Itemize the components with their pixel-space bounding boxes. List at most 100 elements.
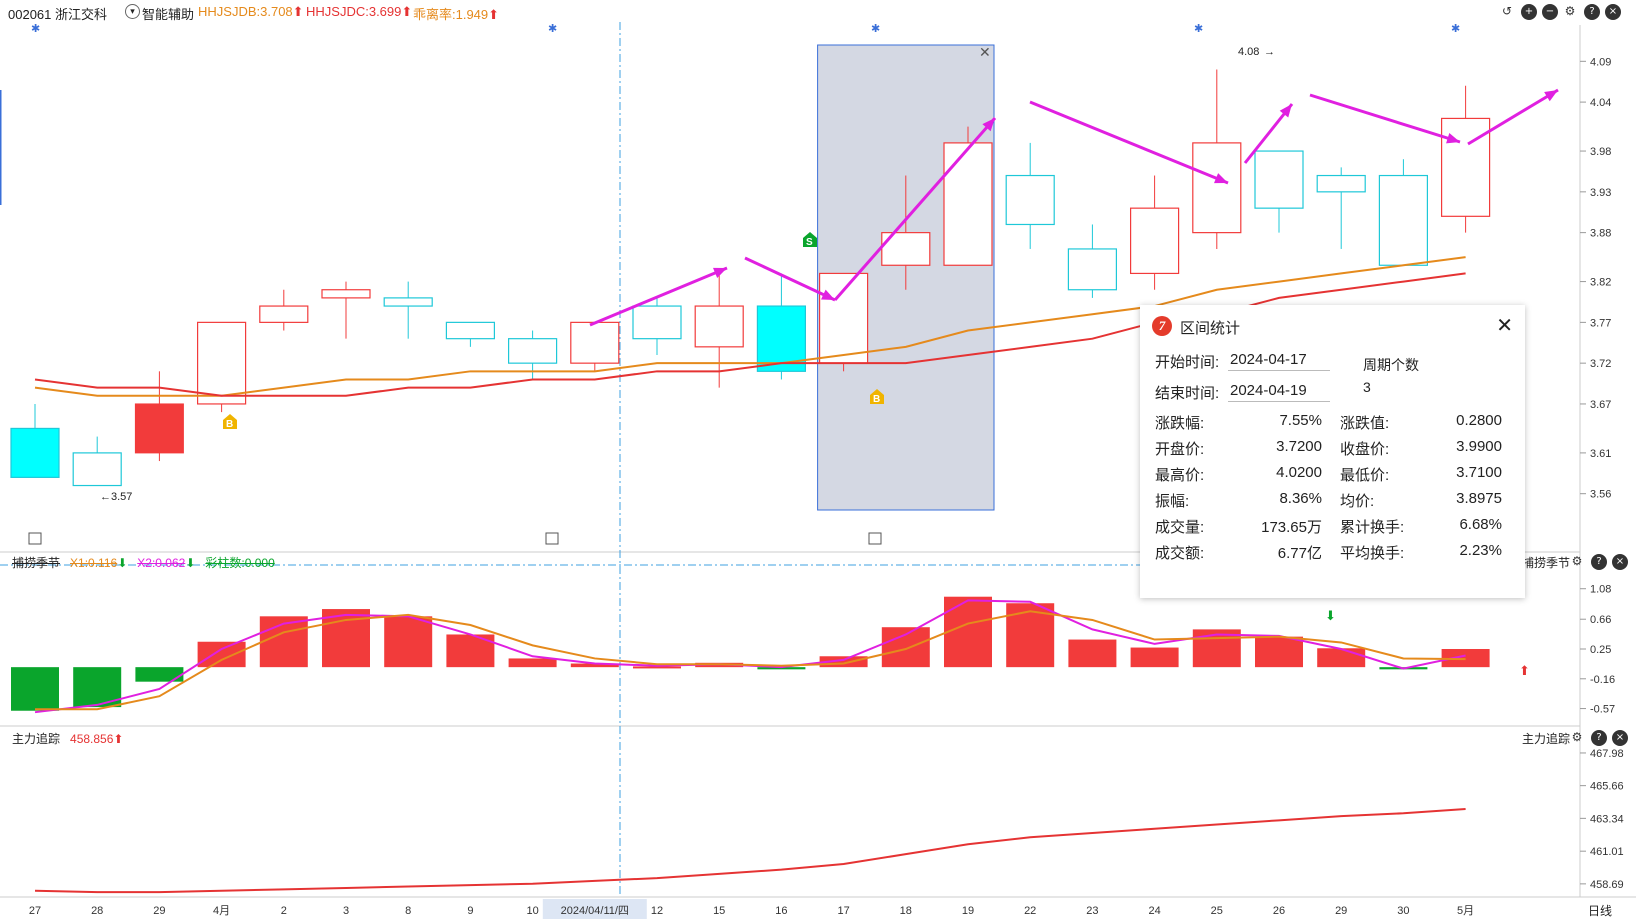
candle-body	[694, 305, 744, 348]
stat-label: 平均换手:	[1340, 545, 1405, 562]
end-time-field[interactable]: 2024-04-19	[1228, 381, 1330, 402]
macd-close-icon[interactable]: ×	[1612, 554, 1628, 570]
trend-arrow-line	[1309, 93, 1461, 144]
sell-marker-shape	[803, 232, 817, 247]
indicator-hhjsjdc: HHJSJDC:3.699⬆	[306, 4, 413, 19]
trend-gear-icon[interactable]: ⚙	[1571, 730, 1583, 744]
trend-panel-title: 主力追踪 458.856⬆	[12, 732, 124, 746]
date-label: 25	[1211, 905, 1223, 917]
low-arrow-icon: ←	[100, 491, 111, 503]
stat-label: 最低价:	[1340, 467, 1390, 484]
stat-label: 最高价:	[1155, 467, 1205, 484]
macd-bar	[881, 627, 930, 668]
stat-value: 6.77亿	[1277, 545, 1322, 562]
up-arrow-icon: ⬆	[401, 4, 413, 19]
macd-bar	[11, 667, 59, 711]
macd-gear-icon[interactable]: ⚙	[1571, 554, 1583, 568]
trend-arrow-head	[713, 267, 727, 278]
stat-value: 3.7100	[1456, 464, 1502, 481]
macd-help-icon[interactable]: ?	[1591, 554, 1607, 570]
stat-value: 3.9900	[1456, 438, 1502, 455]
assist-dropdown-icon[interactable]: ▾	[125, 4, 140, 19]
candle-body	[1440, 117, 1491, 217]
macd-bar	[1255, 636, 1303, 668]
assist-label[interactable]: 智能辅助	[142, 7, 195, 22]
candle-body	[1129, 207, 1180, 275]
stat-value: 6.68%	[1459, 516, 1502, 533]
stat-label: 振幅:	[1155, 493, 1190, 510]
stat-value: 4.0200	[1276, 464, 1322, 481]
close-icon[interactable]: ×	[1605, 4, 1621, 20]
stat-label: 累计换手:	[1340, 519, 1405, 536]
zoom-out-icon[interactable]: −	[1542, 4, 1558, 20]
price-tick-label: 3.56	[1590, 489, 1611, 501]
top-star-marker: ✱	[31, 23, 40, 35]
trend-arrow-head	[821, 289, 835, 300]
stat-value: 0.2800	[1456, 412, 1502, 429]
high-arrow-icon: →	[1264, 46, 1275, 58]
up-arrow-icon: ⬆	[488, 7, 500, 22]
indicator-bias: 乖离率:1.949⬆	[413, 7, 500, 22]
candle-body	[1316, 174, 1366, 193]
candle-body	[1192, 142, 1242, 234]
candle-body	[321, 289, 371, 299]
trend-tick-label: 465.66	[1590, 781, 1624, 793]
macd-panel-right-title: 捕捞季节	[1522, 556, 1571, 570]
macd-bar	[135, 667, 184, 682]
macd-bar	[197, 641, 246, 668]
trend-arrow-line	[589, 266, 728, 327]
stat-label: 涨跌值:	[1340, 415, 1390, 432]
date-label: 16	[775, 905, 787, 917]
trend-arrow-line	[1467, 88, 1559, 146]
macd-bar	[1130, 647, 1179, 668]
date-label: 9	[467, 905, 473, 917]
price-tick-label: 3.82	[1590, 277, 1611, 289]
selection-close-icon: ✕	[979, 45, 991, 61]
stat-label: 涨跌幅:	[1155, 415, 1205, 432]
date-label: 29	[1335, 905, 1347, 917]
high-price-label: 4.08	[1238, 46, 1259, 58]
stats-close-icon[interactable]: ✕	[1496, 313, 1513, 337]
trend-arrow-head	[1214, 173, 1228, 184]
gear-icon[interactable]: ⚙	[1564, 4, 1576, 18]
date-label: 24	[1148, 905, 1160, 917]
stock-name: 002061 浙江交科	[8, 7, 107, 22]
stat-value: 173.65万	[1261, 519, 1322, 536]
event-note-icon	[28, 532, 42, 545]
macd-tick-label: -0.57	[1590, 704, 1615, 716]
candle-body	[1067, 248, 1118, 291]
trend-panel-right-title: 主力追踪	[1522, 732, 1571, 746]
price-tick-label: 3.67	[1590, 399, 1611, 411]
stat-value: 2.23%	[1459, 542, 1502, 559]
date-label: 5月	[1457, 905, 1474, 917]
date-label: 2024/04/11/四	[561, 905, 629, 917]
stat-label: 成交量:	[1155, 519, 1205, 536]
date-label: 30	[1397, 905, 1409, 917]
trend-close-icon[interactable]: ×	[1612, 730, 1628, 746]
date-label: 27	[29, 905, 41, 917]
crosshair-date-box	[542, 899, 647, 919]
period-button[interactable]: 日线	[1588, 904, 1613, 918]
price-tick-label: 3.72	[1590, 358, 1611, 370]
help-icon[interactable]: ?	[1584, 4, 1600, 20]
candle-body	[445, 321, 495, 340]
start-time-field[interactable]: 2024-04-17	[1228, 350, 1330, 371]
macd-line-x1	[35, 610, 1466, 711]
price-tick-label: 4.04	[1590, 97, 1611, 109]
price-tick-label: 3.93	[1590, 187, 1611, 199]
trend-help-icon[interactable]: ?	[1591, 730, 1607, 746]
macd-bar	[570, 663, 619, 668]
trend-tick-label: 463.34	[1590, 813, 1624, 825]
refresh-icon[interactable]: ↺	[1501, 4, 1513, 18]
macd-bar	[1441, 649, 1490, 668]
date-label: 19	[962, 905, 974, 917]
macd-bar	[384, 616, 433, 668]
candle-body	[72, 452, 122, 487]
price-tick-label: 3.77	[1590, 317, 1611, 329]
macd-line-x2	[34, 599, 1466, 714]
down-signal-icon: ⬇	[1325, 608, 1336, 623]
zoom-in-icon[interactable]: +	[1521, 4, 1537, 20]
trend-tick-label: 461.01	[1590, 846, 1624, 858]
date-label: 4月	[213, 905, 230, 917]
